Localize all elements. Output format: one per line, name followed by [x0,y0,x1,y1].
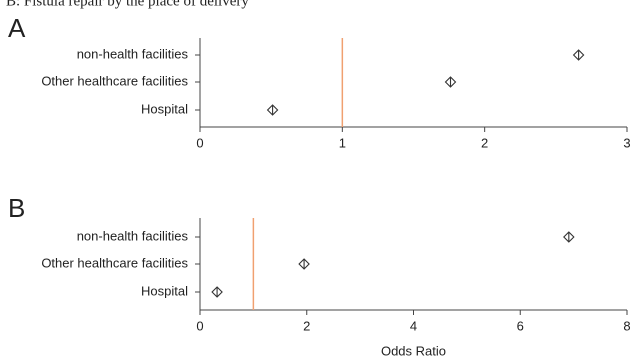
point-marker [298,258,310,270]
point-marker [572,49,585,61]
point-marker [211,286,223,298]
x-tick-label: 8 [623,318,630,333]
y-tick-label: non-health facilities [77,46,189,61]
y-tick-label: Hospital [141,101,188,116]
chart-title: B: Fistula repair by the place of delive… [6,0,249,9]
panel-label: A [8,13,26,43]
x-axis-label: Odds Ratio [381,343,446,358]
y-tick-label: Other healthcare facilities [41,255,188,270]
x-tick-label: 4 [410,318,417,333]
point-marker [563,231,575,243]
point-marker [444,76,457,88]
x-tick-label: 0 [196,135,203,150]
y-tick-label: non-health facilities [77,228,189,243]
y-tick-label: Hospital [141,283,188,298]
panel-label: B [8,193,25,223]
x-tick-label: 1 [339,135,346,150]
x-tick-label: 2 [481,135,488,150]
y-tick-label: Other healthcare facilities [41,73,188,88]
x-tick-label: 6 [517,318,524,333]
point-marker [266,104,279,116]
x-tick-label: 2 [303,318,310,333]
x-tick-label: 3 [623,135,630,150]
x-tick-label: 0 [196,318,203,333]
